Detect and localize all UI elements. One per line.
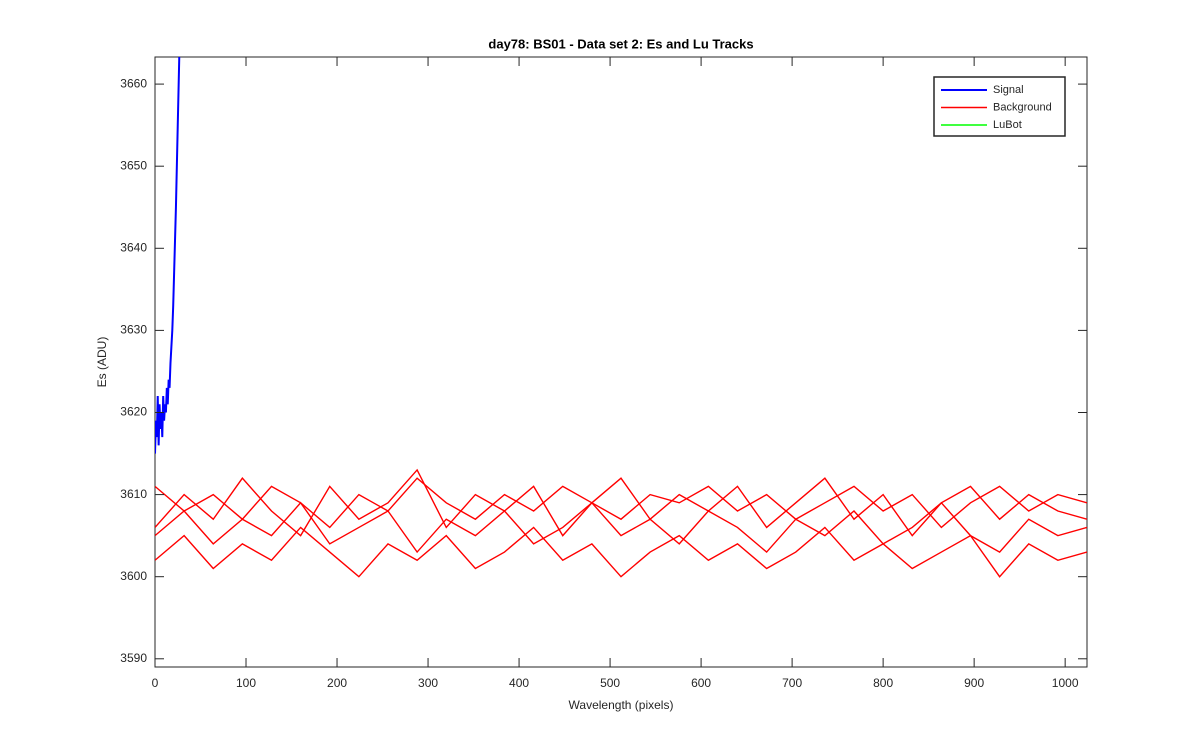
plot-area xyxy=(155,57,1087,578)
series-line xyxy=(155,57,181,454)
x-tick-label: 700 xyxy=(782,676,802,690)
y-tick-label: 3590 xyxy=(120,651,147,665)
series-line xyxy=(155,468,1087,537)
x-tick-label: 900 xyxy=(964,676,984,690)
legend-box xyxy=(933,76,1066,137)
x-tick-label: 0 xyxy=(152,676,159,690)
series-line xyxy=(155,501,1087,554)
x-tick-label: 100 xyxy=(236,676,256,690)
y-tick-label: 3630 xyxy=(120,323,147,337)
y-axis-label: Es (ADU) xyxy=(95,337,109,388)
y-tick-label: 3660 xyxy=(120,76,147,90)
x-tick-label: 300 xyxy=(418,676,438,690)
legend-label: LuBot xyxy=(993,119,1022,131)
y-tick-label: 3650 xyxy=(120,158,147,172)
y-tick-label: 3600 xyxy=(120,569,147,583)
x-tick-label: 800 xyxy=(873,676,893,690)
x-tick-label: 600 xyxy=(691,676,711,690)
axes-box xyxy=(154,56,1088,668)
x-axis-label: Wavelength (pixels) xyxy=(569,698,674,712)
y-tick-label: 3620 xyxy=(120,405,147,419)
y-tick-label: 3640 xyxy=(120,240,147,254)
series-line xyxy=(155,526,1087,578)
x-tick-label: 500 xyxy=(600,676,620,690)
x-tick-label: 200 xyxy=(327,676,347,690)
chart-title: day78: BS01 - Data set 2: Es and Lu Trac… xyxy=(488,36,753,51)
x-tick-label: 1000 xyxy=(1052,676,1079,690)
y-tick-label: 3610 xyxy=(120,487,147,501)
x-tick-label: 400 xyxy=(509,676,529,690)
legend-label: Signal xyxy=(993,84,1024,96)
series-line xyxy=(155,477,1087,529)
legend-label: Background xyxy=(993,101,1052,113)
